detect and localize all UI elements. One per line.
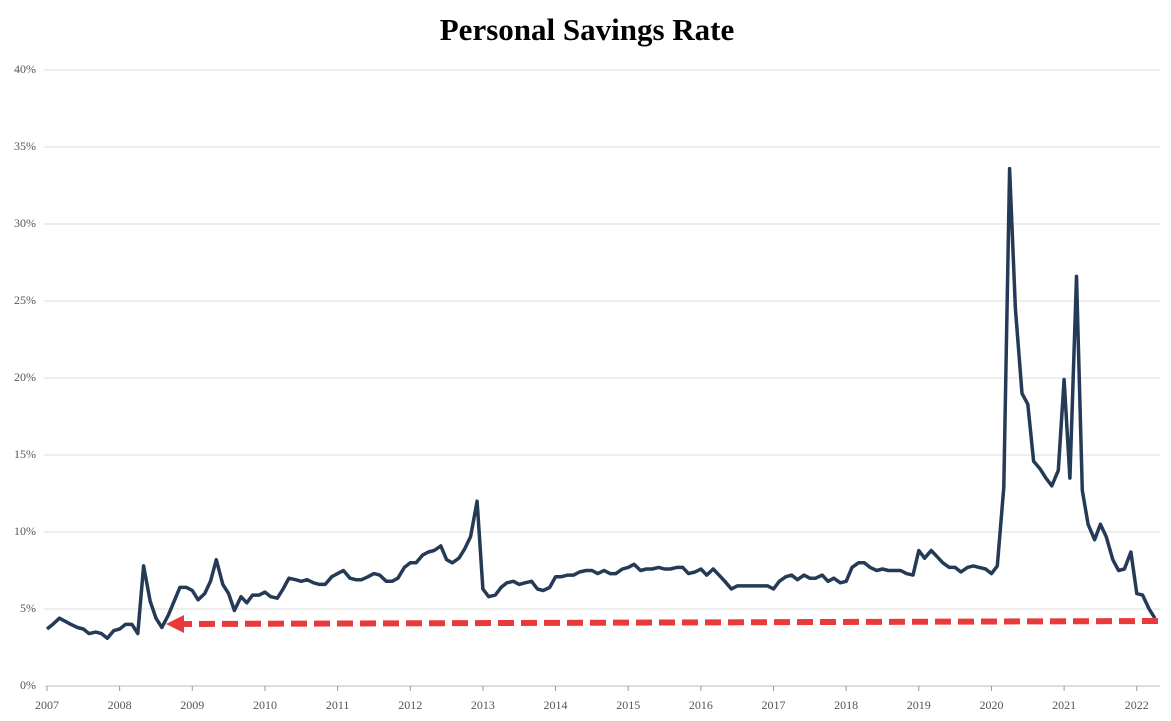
x-tick-label: 2009 [180, 698, 204, 712]
x-tick-label: 2018 [834, 698, 858, 712]
x-tick-label: 2015 [616, 698, 640, 712]
x-tick-label: 2011 [326, 698, 350, 712]
x-tick-label: 2021 [1052, 698, 1076, 712]
x-tick-label: 2008 [108, 698, 132, 712]
y-tick-label: 0% [20, 678, 36, 692]
annotation-arrow-head [166, 615, 184, 633]
x-tick-label: 2016 [689, 698, 713, 712]
chart-title: Personal Savings Rate [440, 12, 735, 47]
y-tick-label: 10% [14, 524, 36, 538]
x-tick-label: 2017 [762, 698, 786, 712]
data-line [45, 166, 1157, 641]
annotation-arrow-line [181, 618, 1159, 627]
x-tick-label: 2010 [253, 698, 277, 712]
y-tick-label: 40% [14, 62, 36, 76]
x-tick-label: 2014 [544, 698, 568, 712]
y-tick-label: 20% [14, 370, 36, 384]
plot-area: 0% 5% 10% 15% 20% 25% 30% 35% 40% 2007 2008 2009 201… [14, 62, 1160, 712]
y-tick-label: 25% [14, 293, 36, 307]
x-tick-label: 2007 [35, 698, 59, 712]
x-tick-label: 2019 [907, 698, 931, 712]
y-tick-label: 30% [14, 216, 36, 230]
y-tick-label: 5% [20, 601, 36, 615]
y-tick-label: 35% [14, 139, 36, 153]
x-tick-label: 2022 [1125, 698, 1149, 712]
x-tick-label: 2020 [979, 698, 1003, 712]
y-tick-label: 15% [14, 447, 36, 461]
x-tick-label: 2012 [398, 698, 422, 712]
x-tick-label: 2013 [471, 698, 495, 712]
